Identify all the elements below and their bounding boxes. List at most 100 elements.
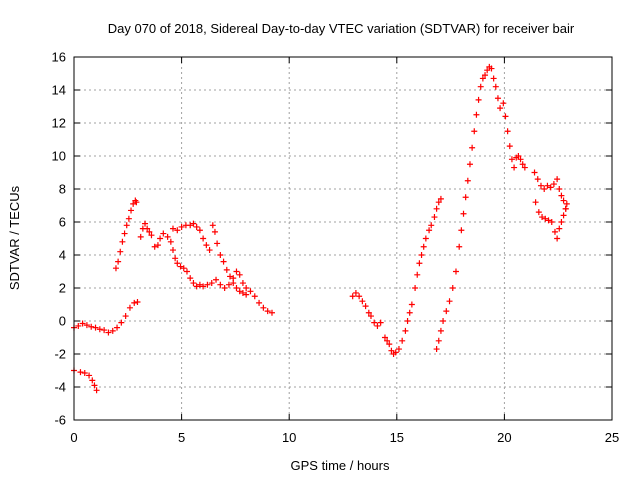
y-tick-label: 16 — [52, 50, 66, 65]
data-point — [560, 197, 567, 204]
x-tick-label: 15 — [390, 430, 404, 445]
y-tick-label: 8 — [59, 182, 66, 197]
data-point — [490, 75, 497, 82]
data-point — [105, 329, 112, 336]
data-point — [225, 281, 232, 288]
data-point — [435, 337, 442, 344]
data-point — [146, 228, 153, 235]
data-point — [534, 176, 541, 183]
data-point — [151, 243, 158, 250]
data-point — [236, 271, 243, 278]
data-point — [502, 113, 509, 120]
data-point — [377, 319, 384, 326]
data-point — [208, 280, 215, 287]
series-arc-8 — [500, 100, 528, 171]
data-point — [404, 318, 411, 324]
data-point — [247, 288, 254, 295]
data-point — [440, 318, 447, 324]
data-point — [196, 281, 203, 288]
data-point — [367, 313, 374, 320]
data-point — [209, 222, 216, 229]
data-point — [462, 194, 469, 201]
data-point — [428, 222, 435, 229]
data-point — [200, 283, 207, 290]
data-point — [125, 215, 132, 222]
data-point — [190, 280, 197, 287]
data-point — [484, 67, 491, 74]
x-tick-label: 10 — [282, 430, 296, 445]
data-point — [236, 288, 243, 295]
data-point — [511, 164, 518, 171]
data-point — [256, 299, 263, 306]
data-point — [169, 225, 176, 232]
data-point — [449, 285, 456, 291]
series-arc-4 — [137, 220, 275, 316]
data-point — [412, 285, 419, 291]
y-tick-label: 12 — [52, 116, 66, 131]
data-point — [519, 161, 526, 168]
data-point — [388, 347, 395, 354]
data-point — [93, 387, 100, 394]
data-point — [560, 212, 567, 219]
data-point — [122, 313, 129, 320]
data-point — [177, 263, 184, 270]
data-point — [193, 223, 200, 230]
data-point — [148, 232, 155, 239]
data-point — [551, 228, 558, 235]
series-arc-2 — [71, 299, 141, 336]
data-point — [460, 210, 467, 217]
data-point — [211, 228, 218, 235]
data-point — [431, 214, 438, 221]
data-point — [365, 309, 372, 316]
data-point — [243, 285, 250, 291]
data-point — [142, 220, 149, 227]
data-point — [260, 304, 267, 311]
series-arc-7 — [433, 63, 504, 353]
chart-title: Day 070 of 2018, Sidereal Day-to-day VTE… — [108, 21, 575, 36]
data-point — [92, 324, 99, 331]
data-point — [535, 209, 542, 216]
data-point — [437, 327, 444, 334]
data-point — [109, 327, 116, 334]
data-point — [130, 200, 137, 207]
data-point — [193, 283, 200, 290]
data-point — [386, 341, 393, 348]
data-point — [83, 322, 90, 329]
data-point — [190, 220, 197, 227]
data-point — [79, 320, 86, 327]
data-point — [433, 205, 440, 212]
data-point — [204, 281, 211, 288]
data-point — [562, 205, 569, 212]
y-axis-label: SDTVAR / TECUs — [7, 185, 22, 290]
y-tick-label: 2 — [59, 281, 66, 296]
data-point — [86, 372, 93, 379]
data-point — [422, 235, 429, 242]
data-point — [558, 219, 565, 225]
data-point — [196, 227, 203, 234]
data-point — [406, 309, 413, 316]
data-point — [75, 322, 82, 329]
data-point — [517, 156, 524, 163]
data-point — [239, 289, 246, 296]
data-point — [521, 164, 528, 171]
data-point — [223, 266, 230, 273]
data-point — [217, 252, 224, 258]
data-point — [131, 299, 138, 306]
axis-ticks: 0 5 10 15 20 25 -6 -4 -2 0 2 4 6 8 10 12 14 16 — [52, 50, 620, 446]
data-point — [471, 128, 478, 135]
data-point — [114, 324, 121, 331]
series-arc-3 — [112, 197, 140, 272]
data-points — [71, 63, 570, 394]
data-point — [473, 111, 480, 118]
data-point — [227, 273, 234, 280]
data-point — [174, 227, 181, 234]
series-arc-1 — [71, 367, 100, 394]
y-tick-label: -4 — [54, 380, 66, 395]
data-point — [556, 186, 563, 192]
data-point — [435, 199, 442, 206]
data-point — [233, 285, 240, 291]
data-point — [537, 182, 544, 189]
x-axis-label: GPS time / hours — [291, 458, 390, 473]
data-point — [356, 293, 363, 300]
